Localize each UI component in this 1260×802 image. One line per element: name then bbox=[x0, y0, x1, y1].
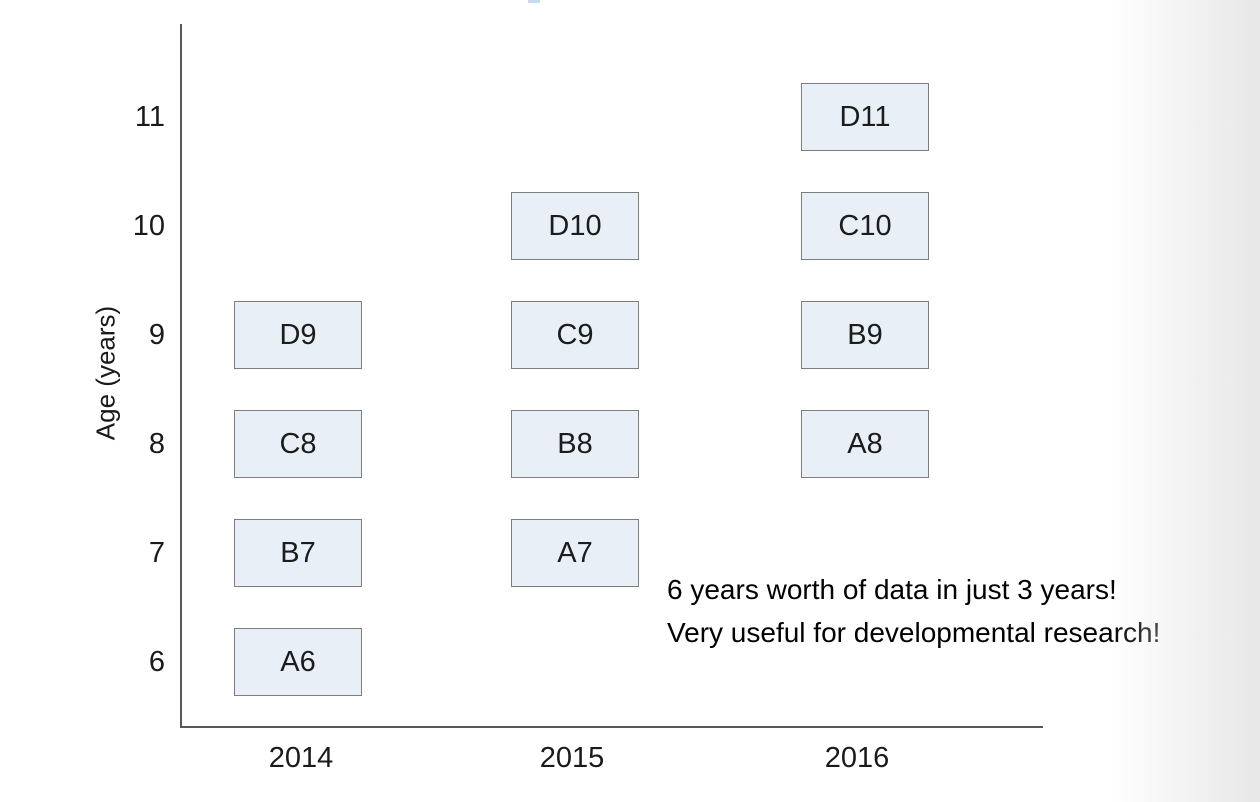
cohort-box-B8: B8 bbox=[511, 410, 639, 478]
cohort-box-A7: A7 bbox=[511, 519, 639, 587]
y-tick-label: 11 bbox=[134, 101, 165, 133]
cohort-box-D10: D10 bbox=[511, 192, 639, 260]
y-tick-label: 10 bbox=[132, 210, 165, 242]
y-axis-line bbox=[180, 24, 182, 728]
cohort-box-B7: B7 bbox=[234, 519, 362, 587]
cohort-box-A6: A6 bbox=[234, 628, 362, 696]
x-tick-label: 2016 bbox=[824, 742, 890, 774]
annotation: 6 years worth of data in just 3 years! V… bbox=[667, 568, 1160, 654]
y-tick-label: 6 bbox=[148, 646, 165, 678]
cohort-box-D9: D9 bbox=[234, 301, 362, 369]
cohort-box-A8: A8 bbox=[801, 410, 929, 478]
cohort-box-C9: C9 bbox=[511, 301, 639, 369]
y-tick-label: 9 bbox=[148, 319, 165, 351]
annotation-line-2: Very useful for developmental research! bbox=[667, 617, 1161, 648]
cohort-box-C8: C8 bbox=[234, 410, 362, 478]
top-edge-artifact bbox=[528, 0, 540, 3]
y-tick-label: 8 bbox=[148, 428, 165, 460]
cohort-box-B9: B9 bbox=[801, 301, 929, 369]
x-tick-label: 2014 bbox=[268, 742, 334, 774]
x-axis-line bbox=[180, 726, 1043, 728]
y-tick-label: 7 bbox=[148, 537, 165, 569]
page-edge-gradient bbox=[1110, 0, 1260, 802]
cohort-box-D11: D11 bbox=[801, 83, 929, 151]
annotation-line-1: 6 years worth of data in just 3 years! bbox=[667, 574, 1117, 605]
cohort-box-C10: C10 bbox=[801, 192, 929, 260]
x-tick-label: 2015 bbox=[539, 742, 605, 774]
